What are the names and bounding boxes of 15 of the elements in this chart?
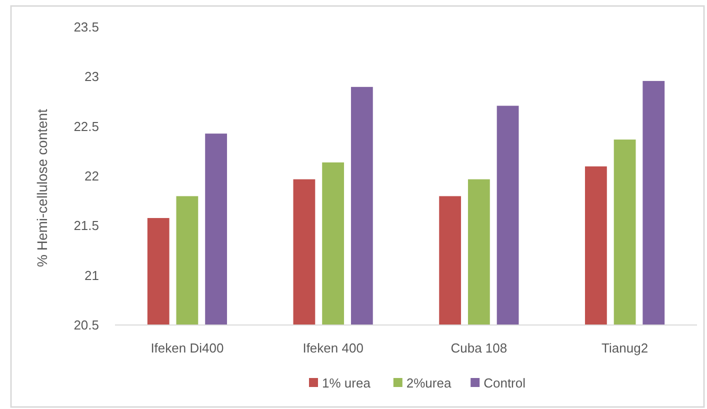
legend-label: 1% urea [322,376,372,391]
y-tick-label: 23 [84,69,99,84]
x-tick-label: Ifeken 400 [302,340,364,356]
y-axis-title: % Hemi-cellulose content [34,108,50,267]
y-tick-label: 21 [84,268,99,283]
legend-label: Control [484,376,526,391]
legend-label: 2%urea [406,376,452,391]
x-tick-label: Tianug2 [602,340,648,356]
y-tick-label: 23.5 [74,20,99,35]
y-tick-label: 22.5 [74,118,99,134]
y-tick-label: 20.5 [74,318,99,333]
y-tick-label: 21.5 [74,218,99,234]
y-tick-label: 22 [84,168,99,184]
x-tick-label: Cuba 108 [450,340,508,356]
x-tick-label: Ifeken Di400 [150,340,224,356]
